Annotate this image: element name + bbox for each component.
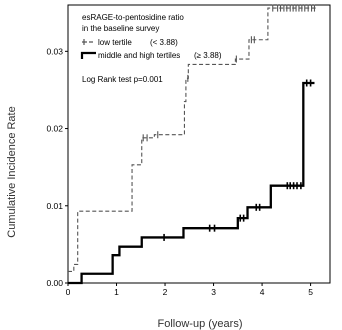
legend-high-label: middle and high tertiles <box>98 51 180 60</box>
legend-title-line1: esRAGE-to-pentosidine ratio <box>82 13 184 22</box>
x-axis-title: Follow-up (years) <box>158 318 243 330</box>
low-tertile-curve <box>68 7 317 272</box>
middle-high-tertile-curve <box>68 81 315 285</box>
legend-low-swatch <box>82 39 93 45</box>
legend-high-swatch <box>80 51 96 59</box>
x-tick-label: 2 <box>163 287 168 297</box>
y-tick-label: 0.03 <box>46 46 63 56</box>
x-tick-label: 4 <box>260 287 265 297</box>
plot-frame <box>67 4 331 284</box>
plot-border <box>67 4 331 284</box>
y-tick-label: 0.02 <box>46 124 63 134</box>
x-tick-label: 3 <box>211 287 216 297</box>
x-tick-label: 1 <box>114 287 119 297</box>
log-rank-annotation: Log Rank test p=0.001 <box>82 75 163 84</box>
x-tick-label: 5 <box>308 287 313 297</box>
axis-ticks: 0 1 2 3 4 5 0.00 0.01 0.02 0.03 <box>46 46 313 297</box>
legend-high-cut: (≥ 3.88) <box>194 51 222 60</box>
legend-low-cut: (< 3.88) <box>150 38 178 47</box>
legend: esRAGE-to-pentosidine ratio in the basel… <box>80 13 222 84</box>
x-tick-label: 0 <box>66 287 71 297</box>
y-tick-label: 0.01 <box>46 201 63 211</box>
series-layer <box>68 4 317 285</box>
y-axis-title: Cumulative Incidence Rate <box>6 106 18 237</box>
legend-low-label: low tertile <box>98 38 132 47</box>
y-tick-label: 0.00 <box>46 278 63 288</box>
legend-title-line2: in the baseline survey <box>82 24 159 33</box>
